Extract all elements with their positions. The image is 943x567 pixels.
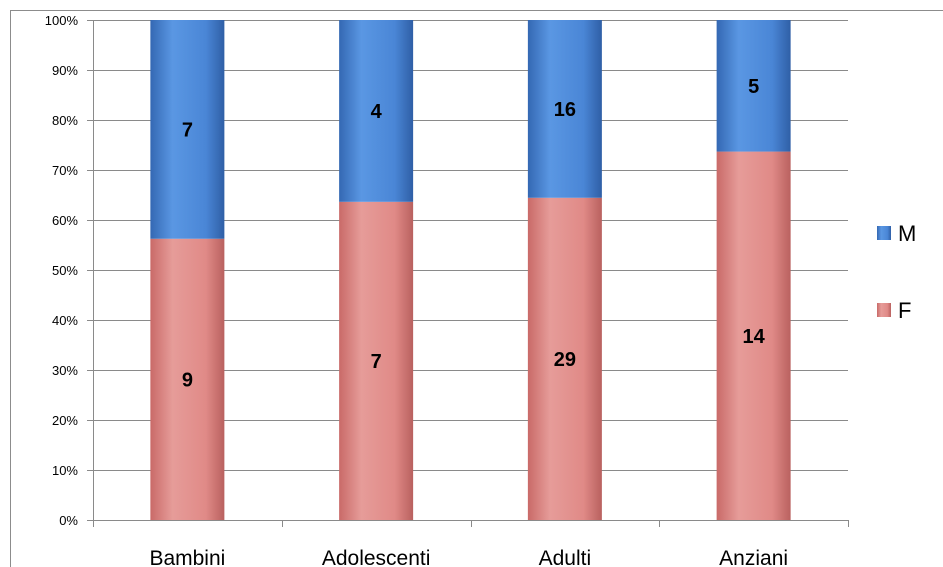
y-tick-label: 30% <box>52 363 78 378</box>
y-tick-label: 70% <box>52 163 78 178</box>
x-category-label: Adolescenti <box>322 547 431 567</box>
legend: MF <box>877 221 916 323</box>
bar-m-adulti <box>527 20 602 198</box>
bar-m-anziani <box>716 20 791 152</box>
legend-swatch-f <box>877 303 891 317</box>
data-label: 16 <box>554 99 576 121</box>
plot-frame <box>10 10 943 567</box>
legend-label-f: F <box>898 298 911 323</box>
legend-swatch-m <box>877 226 891 240</box>
data-label: 4 <box>371 101 383 123</box>
x-category-label: Anziani <box>719 547 788 567</box>
x-category-label: Bambini <box>149 547 225 567</box>
bar-f-adulti <box>527 197 602 520</box>
bars <box>150 20 791 520</box>
legend-label-m: M <box>898 221 916 246</box>
data-label: 9 <box>182 369 193 391</box>
bar-m-adolescenti <box>339 20 414 202</box>
axes: 0% 10% 20% 30% 40% 50% 60% 70% 80% 90% 100% Bambini… <box>45 13 849 567</box>
bar-m-bambini <box>150 20 225 239</box>
data-labels: 9 7 7 4 29 16 14 5 <box>182 76 766 392</box>
y-tick-label: 20% <box>52 413 78 428</box>
y-tick-label: 60% <box>52 213 78 228</box>
y-tick-label: 100% <box>45 13 79 28</box>
bar-f-anziani <box>716 151 791 520</box>
y-tick-label: 50% <box>52 263 78 278</box>
data-label: 7 <box>182 119 193 141</box>
y-tick-label: 80% <box>52 113 78 128</box>
data-label: 29 <box>554 349 576 371</box>
y-tick-label: 0% <box>59 513 78 528</box>
y-tick-label: 10% <box>52 463 78 478</box>
bar-f-bambini <box>150 238 225 520</box>
data-label: 7 <box>371 351 382 373</box>
data-label: 5 <box>748 76 759 98</box>
data-label: 14 <box>743 326 766 348</box>
x-category-label: Adulti <box>539 547 592 567</box>
bar-f-adolescenti <box>339 201 414 520</box>
y-tick-label: 90% <box>52 63 78 78</box>
y-tick-label: 40% <box>52 313 78 328</box>
